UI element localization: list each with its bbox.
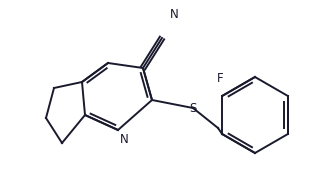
Text: N: N — [170, 8, 178, 22]
Text: F: F — [217, 72, 224, 84]
Text: S: S — [189, 102, 197, 114]
Text: N: N — [120, 133, 129, 146]
